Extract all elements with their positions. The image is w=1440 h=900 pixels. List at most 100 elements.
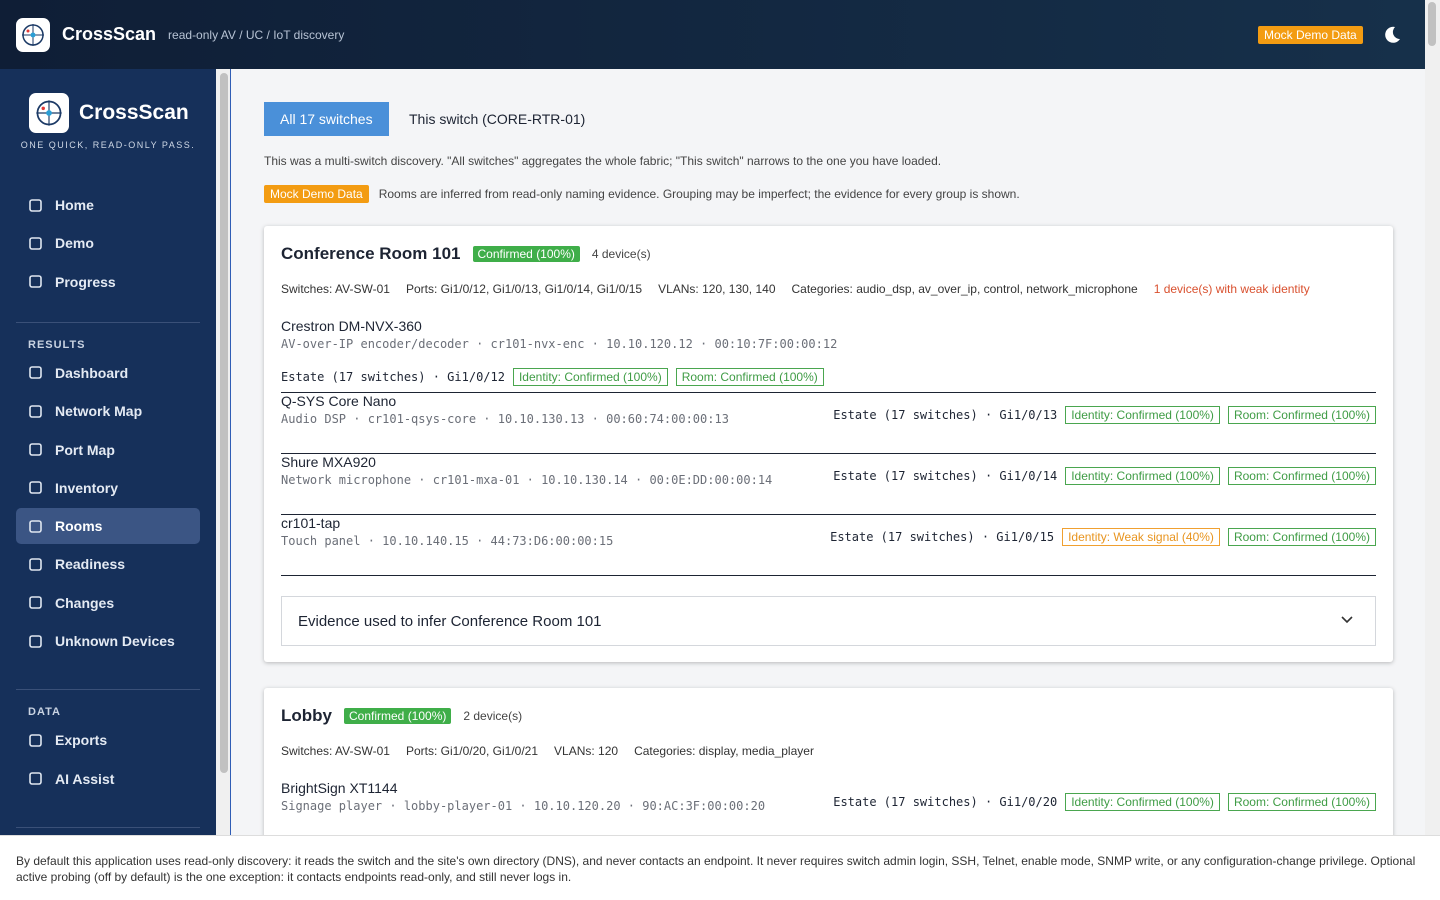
device-details: AV-over-IP encoder/decoder · cr101-nvx-e… (281, 337, 838, 351)
device-count: 2 device(s) (463, 709, 523, 723)
subtitle: read-only AV / UC / IoT discovery (168, 27, 345, 42)
nav-label: Rooms (55, 518, 103, 535)
room-card: Conference Room 101 Confirmed (100%) 4 dev… (264, 226, 1393, 662)
room-card: Lobby Confirmed (100%) 2 device(s) Switches… (264, 688, 1393, 835)
section-title: DATA (28, 706, 61, 719)
identity-pill: Identity: Confirmed (100%) (1065, 467, 1220, 485)
nav-label: Inventory (55, 479, 119, 496)
sidebar: CrossScan ONE QUICK, READ-ONLY PASS. Hom… (0, 69, 216, 835)
brand: CrossScan (62, 24, 157, 44)
logo (16, 17, 50, 52)
nav-item[interactable]: Unknown Devices (16, 623, 200, 659)
scrollbar[interactable] (1425, 0, 1440, 835)
nav-label: Demo (55, 235, 94, 252)
brand-name: CrossScan (79, 101, 189, 124)
switch-port: Estate (17 switches) · Gi1/0/20 (833, 795, 1058, 809)
room-pill: Room: Confirmed (100%) (1227, 406, 1376, 424)
room-header: Conference Room 101 Confirmed (100%) 4 dev… (281, 244, 651, 264)
device-location: Estate (17 switches) · Gi1/0/20 Identity:… (833, 793, 1376, 811)
evidence-label: Evidence used to infer Conference Room 1… (298, 612, 602, 630)
device-details: Touch panel · 10.10.140.15 · 44:73:D6:00… (281, 534, 614, 548)
room-name: Lobby (281, 706, 332, 725)
nav-label: Unknown Devices (55, 633, 175, 649)
weak-warning: 1 device(s) with weak identity (1153, 282, 1310, 296)
device-row: Q-SYS Core Nano Audio DSP · cr101-qsys-co… (281, 393, 1376, 454)
identity-pill: Identity: Confirmed (100%) (1065, 793, 1220, 811)
meta-item: Switches: AV-SW-01 (281, 744, 390, 758)
room-name: Conference Room 101 (281, 244, 461, 263)
device-details: Signage player · lobby-player-01 · 10.10… (281, 799, 766, 813)
nav-item[interactable]: Home (16, 187, 200, 223)
nav-item[interactable]: Rooms (16, 508, 200, 545)
room-header: Lobby Confirmed (100%) 2 device(s) (281, 706, 522, 726)
room-pill: Room: Confirmed (100%) (1227, 793, 1376, 811)
nav-item[interactable]: Port Map (16, 432, 200, 468)
nav-item[interactable]: Changes (16, 585, 200, 621)
nav-item[interactable]: Network Map (16, 393, 200, 429)
device-name: Q-SYS Core Nano (281, 393, 397, 409)
device-details: Audio DSP · cr101-qsys-core · 10.10.130.… (281, 412, 729, 426)
nav-label: Network Map (55, 403, 143, 420)
sidebar-scrollbar[interactable] (216, 69, 231, 835)
nav-item[interactable]: Demo (16, 225, 200, 261)
divider (16, 321, 200, 323)
footer: By default this application uses read-on… (0, 835, 1440, 900)
nav-item[interactable]: Readiness (16, 546, 200, 582)
identity-pill: Identity: Confirmed (100%) (512, 368, 668, 386)
meta-item: Ports: Gi1/0/20, Gi1/0/21 (405, 744, 539, 758)
device-name: cr101-tap (281, 515, 341, 531)
meta-item: Switches: AV-SW-01 (281, 282, 390, 296)
room-pill: Room: Confirmed (100%) (1227, 528, 1376, 546)
room-pill: Room: Confirmed (100%) (675, 368, 824, 386)
device-location: Estate (17 switches) · Gi1/0/13 Identity:… (833, 406, 1376, 424)
room-meta: Switches: AV-SW-01 Ports: Gi1/0/12, Gi1/0… (281, 282, 1326, 296)
meta-item: Categories: audio_dsp, av_over_ip, contr… (791, 282, 1138, 296)
identity-pill: Identity: Confirmed (100%) (1065, 406, 1220, 424)
divider (16, 689, 200, 691)
device-name: Crestron DM-NVX-360 (281, 318, 422, 334)
device-row: Shure MXA920 Network microphone · cr101-m… (281, 454, 1376, 515)
room-meta: Switches: AV-SW-01 Ports: Gi1/0/20, Gi1/0… (281, 744, 830, 758)
device-row: cr101-tap Touch panel · 10.10.140.15 · 44… (281, 515, 1376, 576)
nav-label: Port Map (55, 441, 115, 458)
device-count: 4 device(s) (591, 247, 651, 261)
device-name: Shure MXA920 (281, 454, 376, 470)
divider (16, 826, 200, 828)
switch-port: Estate (17 switches) · Gi1/0/13 (833, 408, 1058, 422)
nav-item[interactable]: Dashboard (16, 355, 200, 391)
switch-port: Estate (17 switches) · Gi1/0/12 (281, 370, 505, 384)
tab[interactable]: This switch (CORE-RTR-01) (409, 111, 586, 127)
meta-item: Categories: display, media_player (634, 744, 814, 758)
theme-toggle[interactable] (1382, 25, 1402, 45)
section-title: RESULTS (28, 338, 86, 351)
tagline: ONE QUICK, READ-ONLY PASS. (20, 140, 196, 150)
identity-pill: Identity: Weak signal (40%) (1062, 528, 1220, 546)
device-location: Estate (17 switches) · Gi1/0/15 Identity:… (830, 528, 1376, 546)
nav-item[interactable]: Exports (16, 722, 200, 758)
nav-label: Changes (55, 594, 115, 611)
switch-port: Estate (17 switches) · Gi1/0/15 (830, 530, 1055, 544)
room-pill: Room: Confirmed (100%) (1227, 467, 1376, 485)
tab[interactable]: All 17 switches (264, 102, 389, 136)
main: All 17 switches This switch (CORE-RTR-01… (232, 69, 1425, 835)
note: This was a multi-switch discovery. "All … (264, 154, 942, 168)
meta-item: VLANs: 120 (554, 744, 619, 758)
switch-port: Estate (17 switches) · Gi1/0/14 (833, 469, 1058, 483)
device-location: Estate (17 switches) · Gi1/0/14 Identity:… (833, 467, 1376, 485)
nav-item[interactable]: Progress (16, 264, 200, 300)
meta-item: Ports: Gi1/0/12, Gi1/0/13, Gi1/0/14, Gi1… (405, 282, 643, 296)
nav-item[interactable]: AI Assist (16, 761, 200, 797)
demo-badge: Mock Demo Data (264, 185, 369, 203)
sidebar-brand: CrossScan (29, 93, 189, 133)
device-name: BrightSign XT1144 (281, 780, 398, 796)
top-bar: CrossScan read-only AV / UC / IoT discov… (0, 0, 1425, 69)
evidence-toggle[interactable]: Evidence used to infer Conference Room 1… (281, 596, 1376, 646)
device-row: Crestron DM-NVX-360 AV-over-IP encoder/de… (281, 318, 1376, 393)
nav-label: Readiness (55, 556, 126, 573)
demo-badge: Mock Demo Data (1258, 26, 1363, 44)
room-status: Confirmed (100%) (472, 246, 580, 262)
nav-item[interactable]: Inventory (16, 470, 200, 506)
meta-item: VLANs: 120, 130, 140 (658, 282, 776, 296)
nav-label: Progress (55, 273, 116, 290)
notice: Rooms are inferred from read-only naming… (378, 187, 1020, 201)
